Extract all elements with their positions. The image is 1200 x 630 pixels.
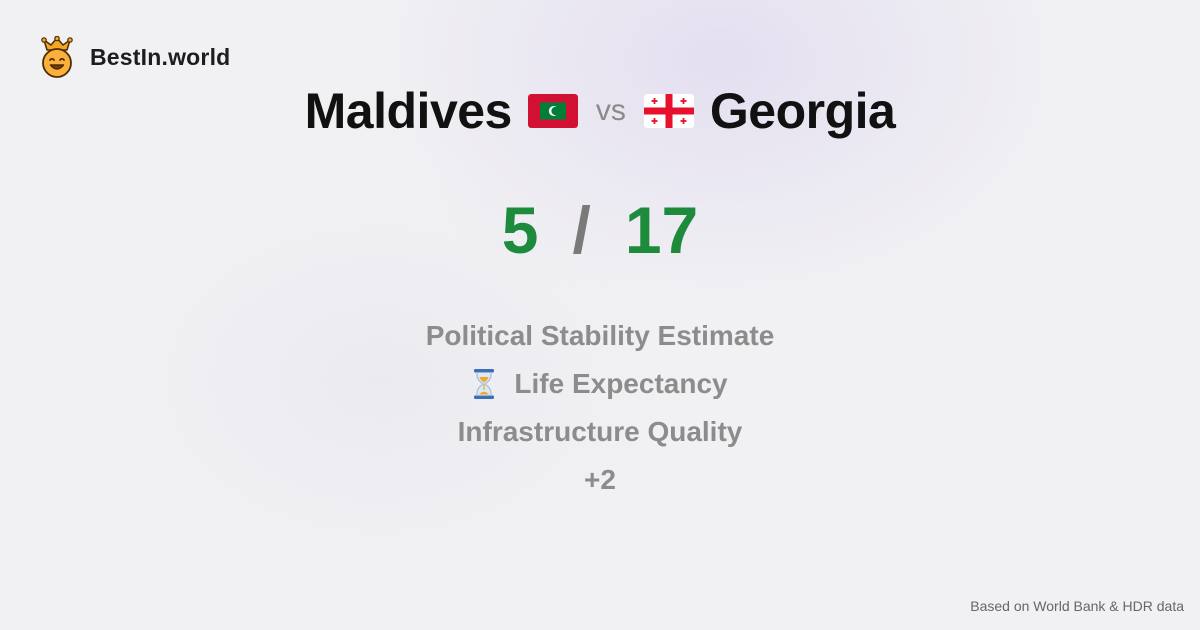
score-separator: / <box>572 193 591 267</box>
hourglass-icon <box>474 369 495 399</box>
brand[interactable]: BestIn.world <box>38 36 230 78</box>
left-score: 5 <box>501 193 539 267</box>
right-country-name: Georgia <box>709 83 896 139</box>
data-source-note: Based on World Bank & HDR data <box>970 598 1184 614</box>
feature-item: Political Stability Estimate <box>0 312 1200 360</box>
right-score: 17 <box>624 193 699 267</box>
feature-label: Life Expectancy <box>514 368 728 399</box>
brand-name: BestIn.world <box>90 43 231 70</box>
score-row: 5 / 17 <box>0 192 1200 268</box>
georgia-flag-icon <box>643 94 694 128</box>
comparison-title: Maldives vs Georgia <box>0 82 1200 140</box>
feature-list: Political Stability Estimate Life Expect… <box>0 312 1200 504</box>
feature-item: Infrastructure Quality <box>0 408 1200 456</box>
vs-label: vs <box>595 94 626 127</box>
feature-item: Life Expectancy <box>0 360 1200 408</box>
feature-label: Political Stability Estimate <box>425 320 775 351</box>
maldives-flag-icon <box>527 94 578 128</box>
crown-smiley-icon <box>41 36 73 78</box>
left-country-name: Maldives <box>304 83 513 139</box>
more-features-count: +2 <box>0 456 1200 504</box>
feature-label: +2 <box>584 464 616 495</box>
feature-label: Infrastructure Quality <box>457 416 743 447</box>
